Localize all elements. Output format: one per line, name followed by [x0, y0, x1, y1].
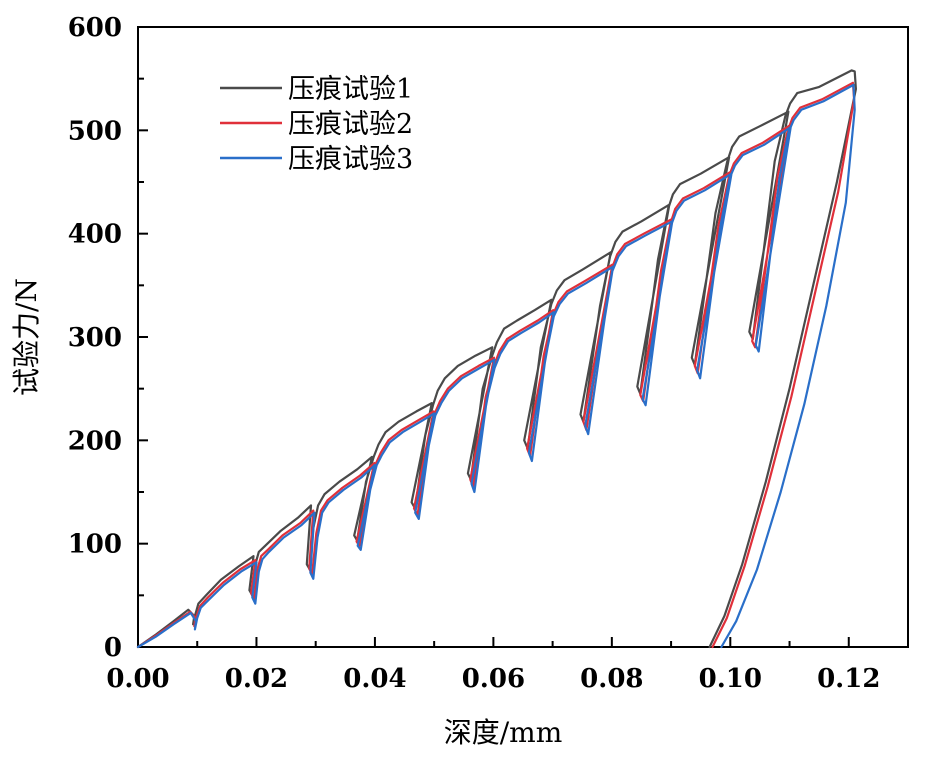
x-tick-label: 0.06	[462, 664, 525, 694]
y-tick-label: 300	[68, 323, 122, 353]
legend-label-3: 压痕试验3	[288, 144, 413, 175]
y-tick-label: 200	[68, 426, 122, 456]
y-tick-label: 600	[68, 13, 122, 43]
x-tick-label: 0.10	[699, 664, 762, 694]
legend: 压痕试验1 压痕试验2 压痕试验3	[220, 74, 413, 175]
axis-ticks: 0.00 0.02 0.04 0.06 0.08 0.10 0.12 0 100 200 300 40…	[68, 13, 881, 694]
x-tick-label: 0.00	[106, 664, 169, 694]
x-tick-label: 0.08	[580, 664, 643, 694]
x-tick-label: 0.12	[817, 664, 880, 694]
y-tick-label: 100	[68, 530, 122, 560]
x-tick-label: 0.02	[225, 664, 288, 694]
y-axis-title: 试验力/N	[10, 278, 43, 396]
legend-label-1: 压痕试验1	[288, 74, 413, 105]
y-tick-label: 500	[68, 116, 122, 146]
legend-label-2: 压痕试验2	[288, 109, 413, 140]
x-axis-title: 深度/mm	[444, 716, 563, 749]
y-tick-label: 0	[104, 633, 122, 663]
y-tick-label: 400	[68, 220, 122, 250]
x-tick-label: 0.04	[343, 664, 406, 694]
